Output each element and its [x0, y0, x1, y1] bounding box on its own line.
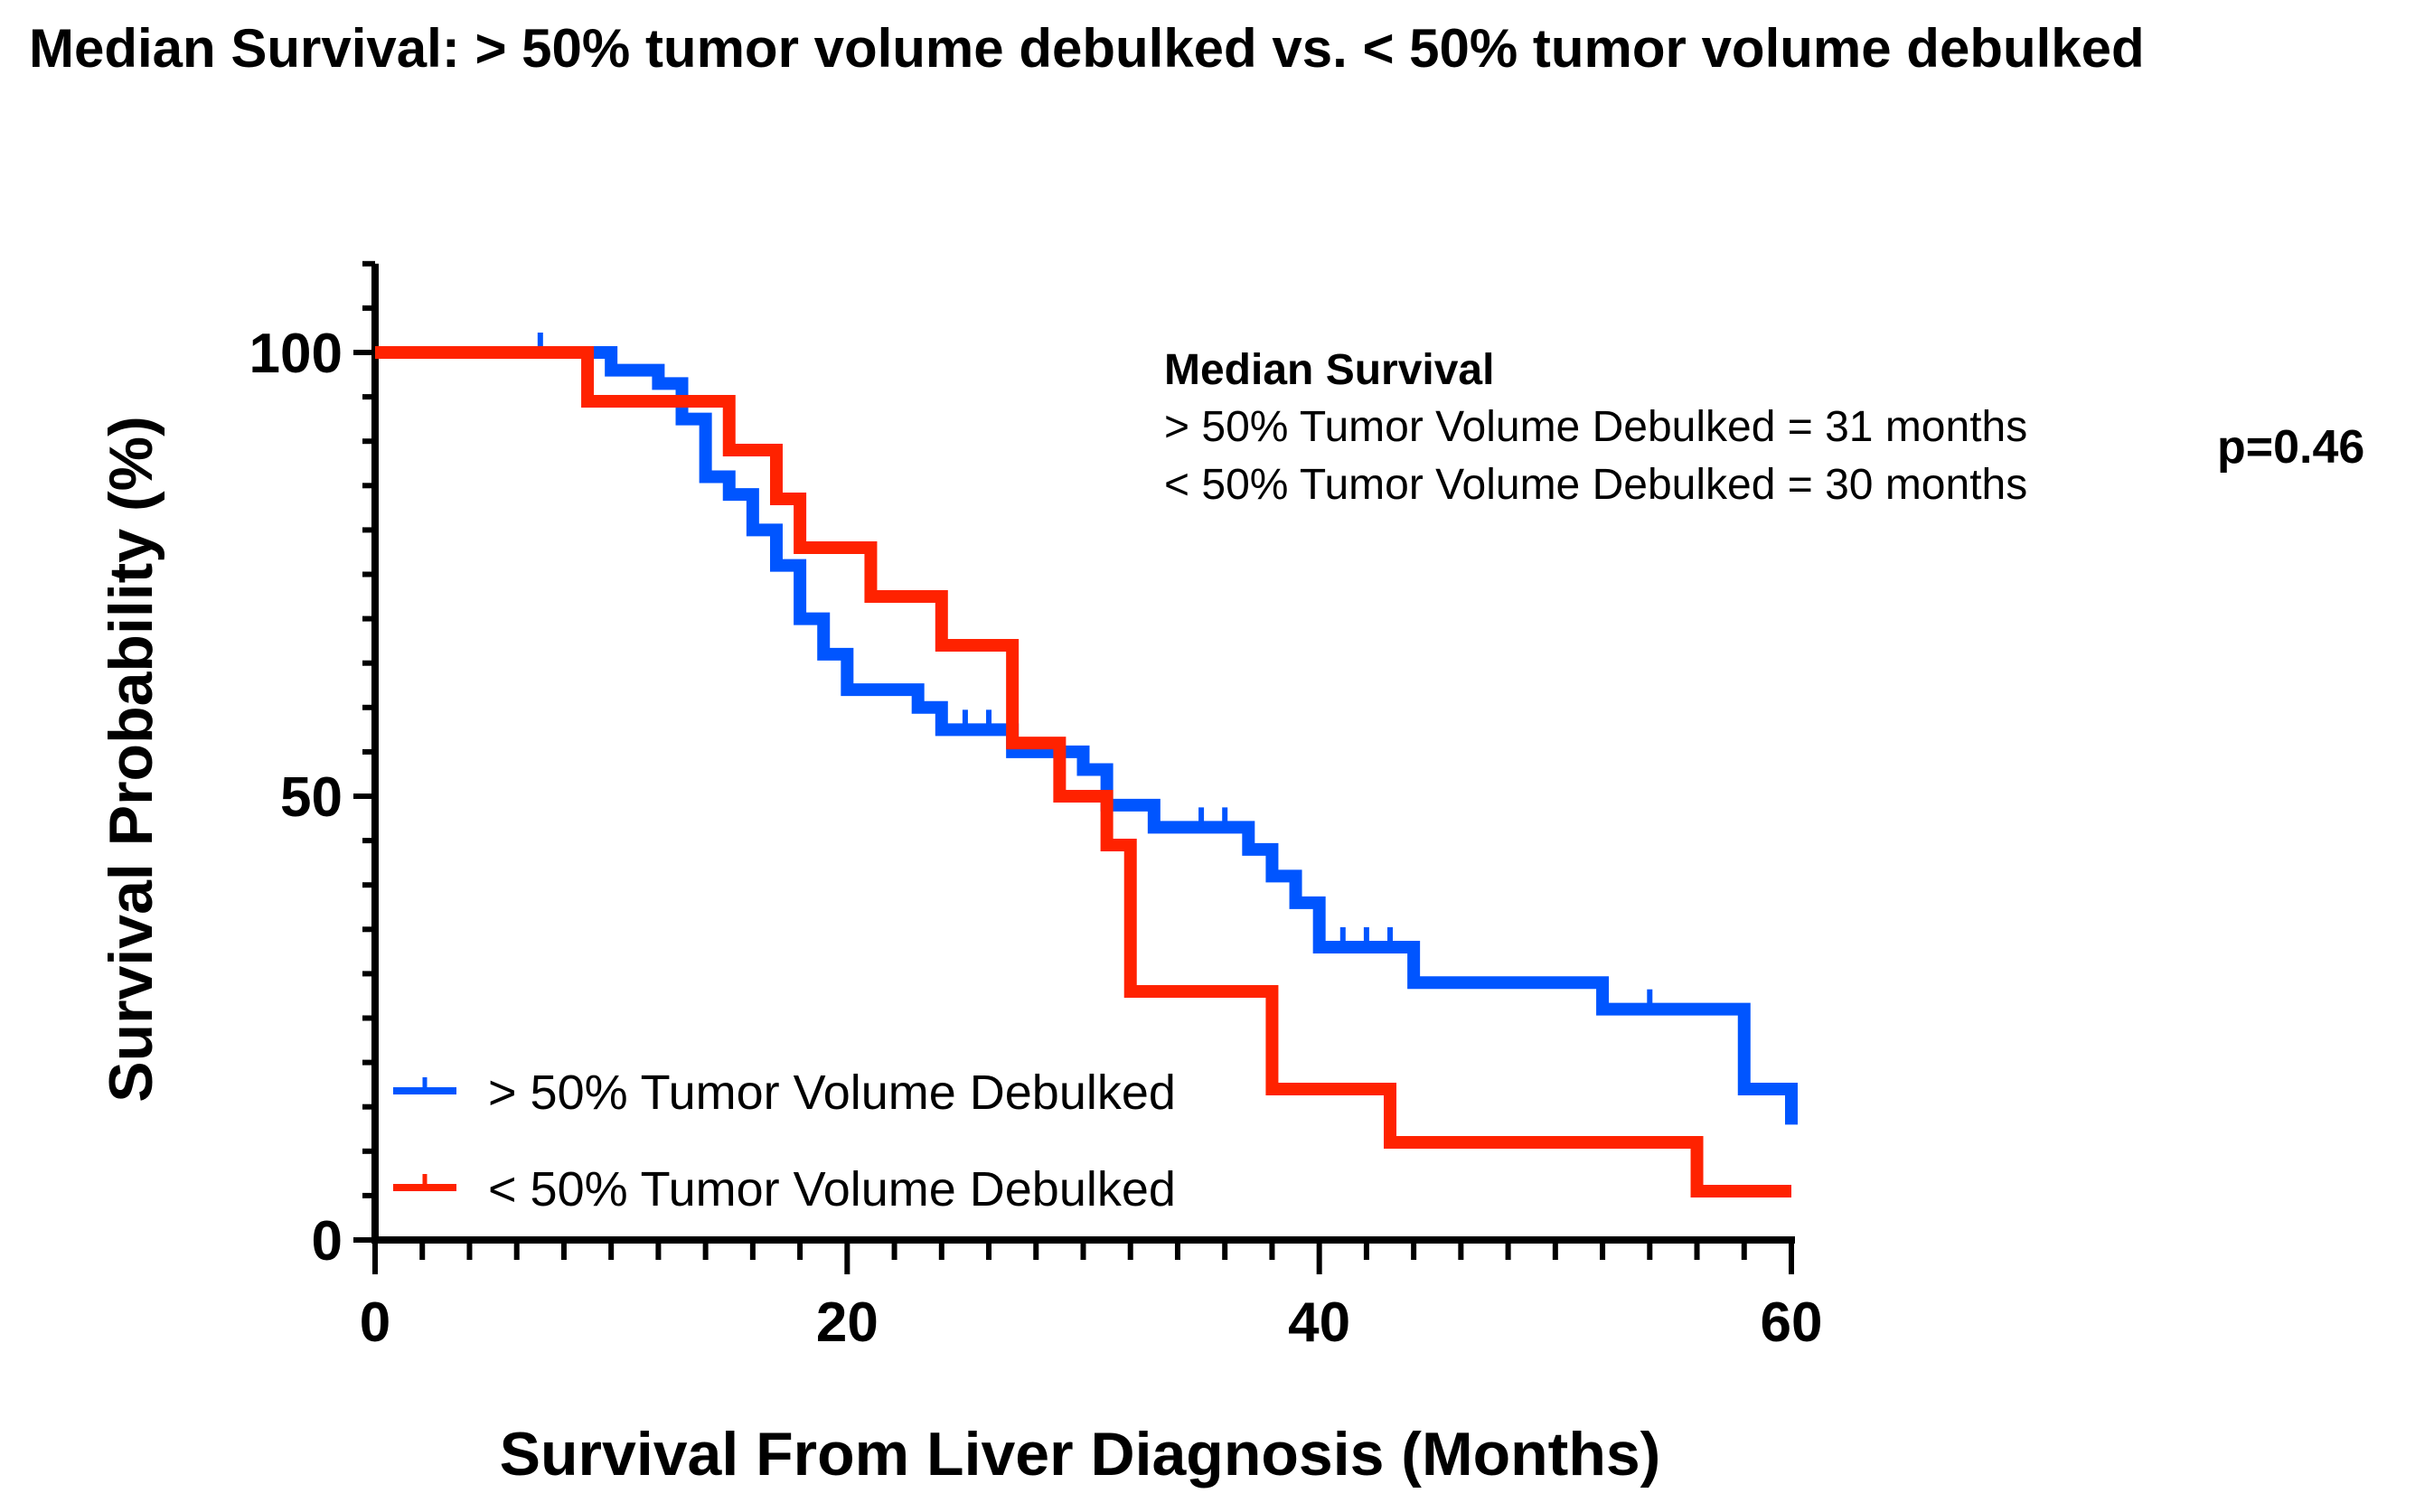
survival-curves	[375, 333, 1798, 1197]
y-tick-label: 50	[280, 766, 343, 829]
axes: 0 20 40 60 0 50 100	[249, 260, 1823, 1354]
x-tick-label: 60	[1761, 1291, 1823, 1354]
annotation-line-1: > 50% Tumor Volume Debulked = 31 months	[1164, 403, 2027, 451]
x-tick-label: 40	[1288, 1291, 1350, 1354]
x-axis-title: Survival From Liver Diagnosis (Months)	[500, 1420, 1661, 1489]
legend: > 50% Tumor Volume Debulked < 50% Tumor …	[393, 1066, 1176, 1216]
survival-curve-series-2	[375, 346, 1791, 1197]
y-tick-label: 0	[312, 1210, 343, 1273]
y-axis-title: Survival Probability (%)	[97, 416, 165, 1103]
y-tick-label: 100	[249, 323, 343, 385]
x-tick-label: 0	[360, 1291, 390, 1354]
chart-title: Median Survival: > 50% tumor volume debu…	[29, 18, 2145, 79]
legend-label-series-1: > 50% Tumor Volume Debulked	[488, 1066, 1176, 1120]
annotation-line-2: < 50% Tumor Volume Debulked = 30 months	[1164, 461, 2027, 509]
survival-curve-series-1	[375, 346, 1798, 1125]
annotation-heading: Median Survival	[1164, 346, 1494, 394]
p-value: p=0.46	[2217, 421, 2364, 474]
x-tick-label: 20	[816, 1291, 879, 1354]
legend-label-series-2: < 50% Tumor Volume Debulked	[488, 1162, 1176, 1216]
